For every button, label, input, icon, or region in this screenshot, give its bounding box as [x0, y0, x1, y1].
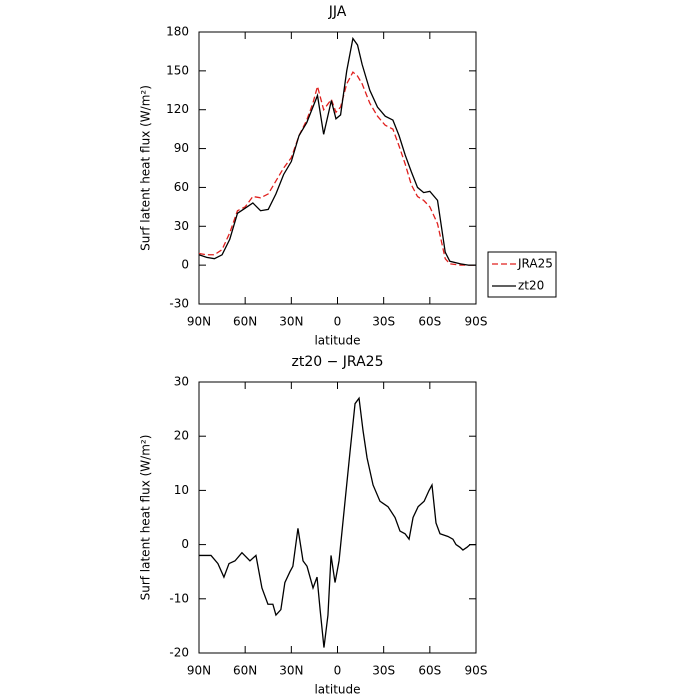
- legend-label: zt20: [518, 279, 544, 293]
- x-tick-label: 90N: [187, 315, 211, 329]
- x-tick-label: 90S: [465, 315, 488, 329]
- x-tick-label: 90N: [187, 664, 211, 678]
- y-tick-label: 0: [181, 537, 189, 551]
- y-tick-label: 10: [174, 483, 189, 497]
- y-tick-label: 30: [174, 219, 189, 233]
- plot-frame: [198, 31, 477, 305]
- y-axis-label: Surf latent heat flux (W/m²): [139, 85, 153, 251]
- legend-label: JRA25: [517, 257, 553, 271]
- y-tick-label: 20: [174, 429, 189, 443]
- x-tick-label: 0: [334, 315, 342, 329]
- y-tick-label: 90: [174, 141, 189, 155]
- x-tick-label: 90S: [465, 664, 488, 678]
- data-line: [199, 396, 476, 648]
- x-axis-label: latitude: [314, 334, 360, 348]
- y-tick-label: -20: [169, 646, 189, 660]
- x-tick-label: 60N: [233, 664, 257, 678]
- x-tick-label: 60S: [418, 315, 441, 329]
- x-tick-label: 30S: [372, 315, 395, 329]
- y-tick-label: 30: [174, 375, 189, 389]
- x-axis-label: latitude: [314, 683, 360, 697]
- x-tick-label: 30N: [279, 315, 303, 329]
- y-tick-label: 0: [181, 258, 189, 272]
- chart-title: zt20 − JRA25: [292, 354, 384, 370]
- x-tick-label: 60S: [418, 664, 441, 678]
- y-axis-label: Surf latent heat flux (W/m²): [139, 435, 153, 601]
- chart-title: JJA: [328, 4, 347, 20]
- y-tick-label: -10: [169, 591, 189, 605]
- y-tick-label: 150: [166, 63, 189, 77]
- y-tick-label: 120: [166, 102, 189, 116]
- data-line: [198, 36, 476, 266]
- x-tick-label: 0: [334, 664, 342, 678]
- x-tick-label: 60N: [233, 315, 257, 329]
- plot-frame: [198, 381, 477, 654]
- x-tick-label: 30N: [279, 664, 303, 678]
- y-tick-label: 60: [174, 180, 189, 194]
- x-tick-label: 30S: [372, 664, 395, 678]
- data-line: [198, 71, 476, 266]
- y-tick-label: -30: [169, 297, 189, 311]
- y-tick-label: 180: [166, 25, 189, 39]
- legend-box: [487, 251, 557, 298]
